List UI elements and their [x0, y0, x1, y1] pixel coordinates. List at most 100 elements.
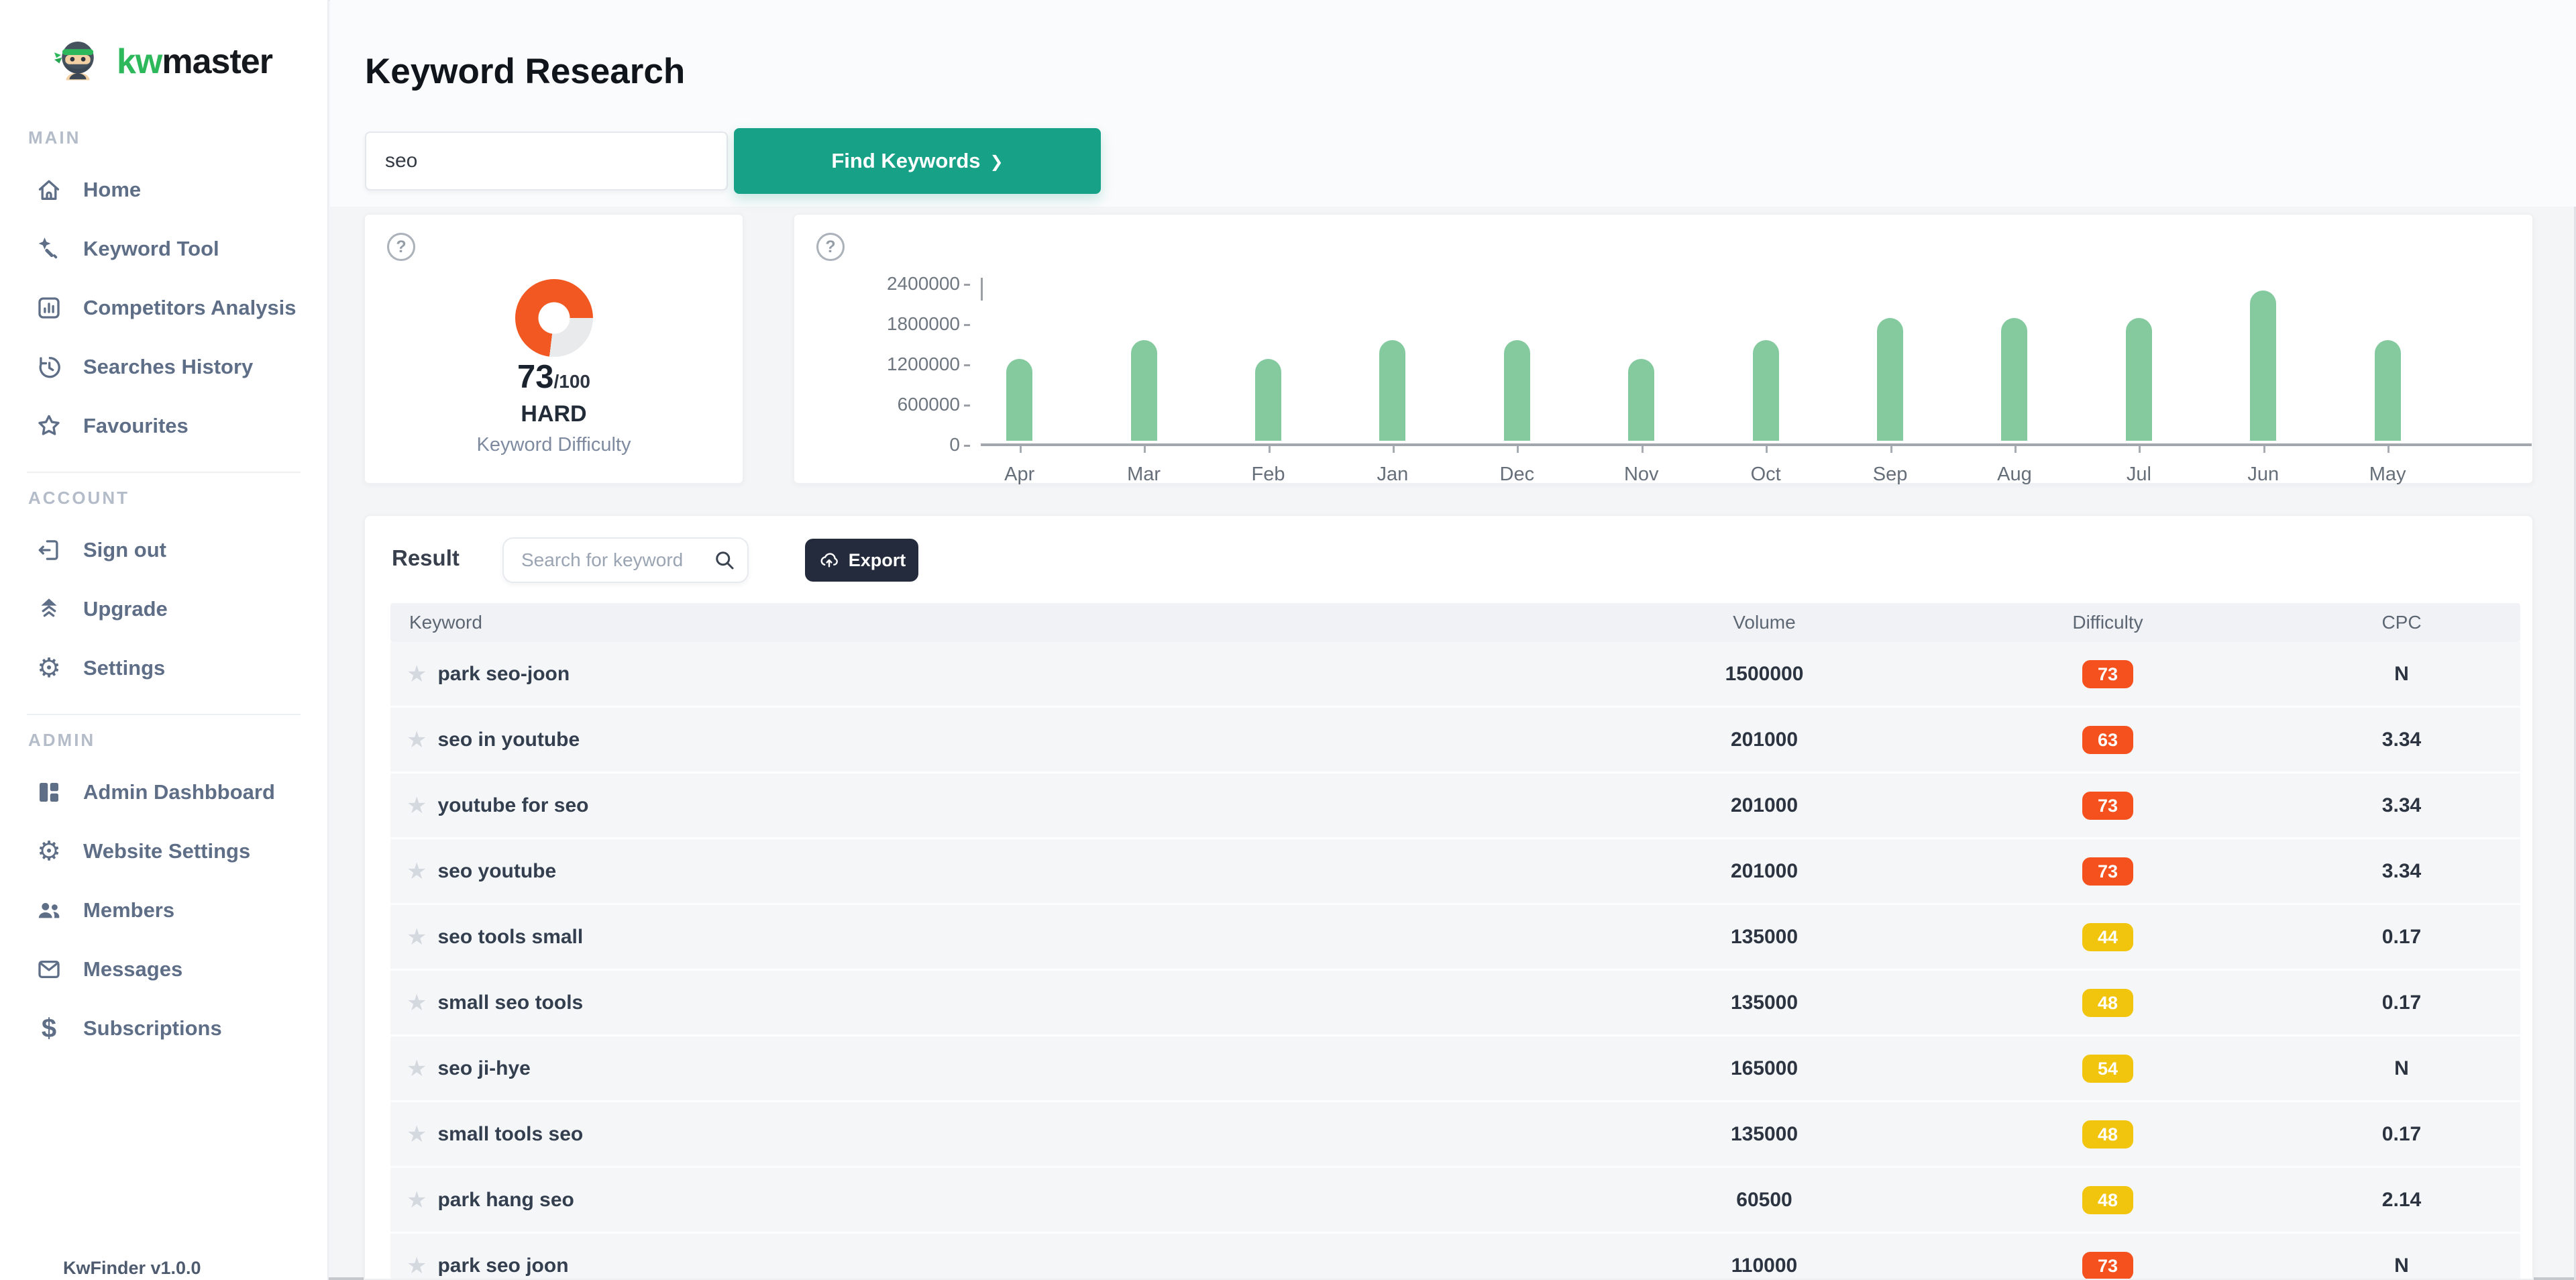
table-row[interactable]: ★ seo ji-hye 165000 54 N [390, 1036, 2520, 1102]
result-card: Result Export Keyword Volume Difficulty … [364, 515, 2534, 1280]
export-button[interactable]: Export [805, 539, 918, 582]
keyword-filter [502, 537, 749, 583]
find-keywords-button[interactable]: Find Keywords ❯ [734, 128, 1101, 194]
volume-cell: 135000 [1730, 925, 1799, 948]
sidebar-item-sign-out[interactable]: Sign out [0, 521, 327, 580]
keyword-search-input[interactable] [365, 131, 728, 191]
sidebar-section-account: ACCOUNT [28, 488, 129, 508]
volume-bar [1379, 340, 1406, 441]
sidebar-item-competitors-analysis[interactable]: Competitors Analysis [0, 278, 327, 337]
keyword-text: youtube for seo [437, 794, 589, 816]
favourite-star-icon[interactable]: ★ [407, 924, 427, 950]
volume-cell: 201000 [1730, 728, 1799, 751]
app-logo[interactable]: kwmaster [51, 35, 327, 89]
export-label: Export [848, 549, 906, 570]
x-axis-month-label: Oct [1703, 446, 1827, 486]
find-keywords-label: Find Keywords [831, 149, 981, 172]
difficulty-cell: 73 [1933, 1251, 2283, 1279]
sidebar-item-messages[interactable]: Messages [0, 940, 327, 999]
bar-slot [1952, 278, 2076, 441]
difficulty-level: HARD [521, 401, 587, 427]
volume-cell: 201000 [1730, 794, 1799, 816]
x-axis-month-label: May [2325, 446, 2449, 486]
volume-cell: 110000 [1731, 1254, 1798, 1277]
sidebar-divider [27, 714, 301, 715]
chevron-right-icon: ❯ [989, 152, 1004, 171]
bar-slot [2077, 278, 2201, 441]
bar-slot [1828, 278, 1952, 441]
members-icon [38, 902, 60, 918]
x-axis-month-label: Jan [1330, 446, 1454, 486]
sidebar-item-label: Subscriptions [83, 1016, 222, 1040]
sidebar-item-admin-dashboard[interactable]: Admin Dashbboard [0, 763, 327, 822]
difficulty-badge: 73 [2082, 1251, 2133, 1279]
keyword-cell: ★ park hang seo [390, 1187, 1596, 1214]
cpc-cell: 2.14 [2381, 1188, 2422, 1211]
table-row[interactable]: ★ small tools seo 135000 48 0.17 [390, 1102, 2520, 1168]
sidebar-item-label: Admin Dashbboard [83, 780, 275, 804]
volume-bar [1006, 359, 1033, 441]
column-header-volume: Volume [1733, 612, 1796, 633]
x-axis-month-label: Jun [2201, 446, 2325, 486]
favourite-star-icon[interactable]: ★ [407, 1187, 427, 1213]
favourite-star-icon[interactable]: ★ [407, 1055, 427, 1081]
x-axis-month-label: Jul [2077, 446, 2201, 486]
table-row[interactable]: ★ seo in youtube 201000 63 3.34 [390, 708, 2520, 774]
x-axis-month-label: Mar [1081, 446, 1205, 486]
keyword-filter-input[interactable] [502, 537, 749, 583]
table-row[interactable]: ★ seo youtube 201000 73 3.34 [390, 839, 2520, 905]
volume-bar [1877, 318, 1904, 441]
y-axis-tick-label: 0 [794, 435, 970, 454]
sidebar-item-label: Favourites [83, 414, 189, 437]
table-row[interactable]: ★ seo tools small 135000 44 0.17 [390, 905, 2520, 971]
favourite-star-icon[interactable]: ★ [407, 990, 427, 1016]
sidebar-item-searches-history[interactable]: Searches History [0, 337, 327, 396]
cpc-cell: 0.17 [2381, 1122, 2422, 1145]
table-row[interactable]: ★ youtube for seo 201000 73 3.34 [390, 774, 2520, 839]
sidebar-item-subscriptions[interactable]: $ Subscriptions [0, 999, 327, 1058]
difficulty-badge: 48 [2082, 988, 2133, 1017]
sidebar-item-website-settings[interactable]: ⚙ Website Settings [0, 822, 327, 881]
table-row[interactable]: ★ park seo joon 110000 73 N [390, 1234, 2520, 1279]
keyword-difficulty-card: ? 73/100 HARD Keyword Difficulty [364, 213, 744, 484]
favourite-star-icon[interactable]: ★ [407, 727, 427, 753]
favourite-star-icon[interactable]: ★ [407, 858, 427, 884]
table-row[interactable]: ★ small seo tools 135000 48 0.17 [390, 971, 2520, 1036]
difficulty-badge: 73 [2082, 659, 2133, 688]
volume-bar [2001, 318, 2028, 441]
y-axis-tick-label: 2400000 [794, 274, 970, 293]
favourite-star-icon[interactable]: ★ [407, 661, 427, 687]
sidebar-item-label: Home [83, 178, 142, 201]
sidebar-item-favourites[interactable]: Favourites [0, 396, 327, 456]
keyword-text: seo ji-hye [437, 1057, 531, 1079]
sidebar-item-upgrade[interactable]: Upgrade [0, 580, 327, 639]
sidebar-item-label: Sign out [83, 538, 166, 562]
difficulty-outof: /100 [553, 371, 591, 392]
sidebar-item-keyword-tool[interactable]: Keyword Tool [0, 219, 327, 278]
search-icon[interactable] [712, 548, 737, 572]
difficulty-badge: 73 [2082, 857, 2133, 886]
help-icon[interactable]: ? [387, 233, 415, 261]
cpc-cell: 0.17 [2381, 925, 2422, 948]
favourite-star-icon[interactable]: ★ [407, 1121, 427, 1147]
cpc-cell: 3.34 [2381, 728, 2422, 751]
sidebar-item-settings[interactable]: ⚙ Settings [0, 639, 327, 698]
volume-cell: 201000 [1730, 859, 1799, 882]
favourite-star-icon[interactable]: ★ [407, 792, 427, 818]
sidebar-item-members[interactable]: Members [0, 881, 327, 940]
bar-slot [1206, 278, 1330, 441]
sidebar-item-label: Searches History [83, 355, 254, 378]
keyword-cell: ★ small tools seo [390, 1121, 1596, 1148]
favourite-star-icon[interactable]: ★ [407, 1252, 427, 1279]
table-row[interactable]: ★ park hang seo 60500 48 2.14 [390, 1168, 2520, 1234]
difficulty-cell: 48 [1933, 1185, 2283, 1214]
table-row[interactable]: ★ park seo-joon 1500000 73 N [390, 642, 2520, 708]
help-icon[interactable]: ? [816, 233, 845, 261]
sidebar-item-home[interactable]: Home [0, 160, 327, 219]
bar-slot [2325, 278, 2449, 441]
difficulty-text: 73/100 HARD Keyword Difficulty [365, 358, 743, 456]
sidebar-item-label: Settings [83, 656, 166, 680]
keyword-cell: ★ seo ji-hye [390, 1055, 1596, 1082]
difficulty-cell: 73 [1933, 857, 2283, 886]
dashboard-icon [40, 783, 58, 802]
